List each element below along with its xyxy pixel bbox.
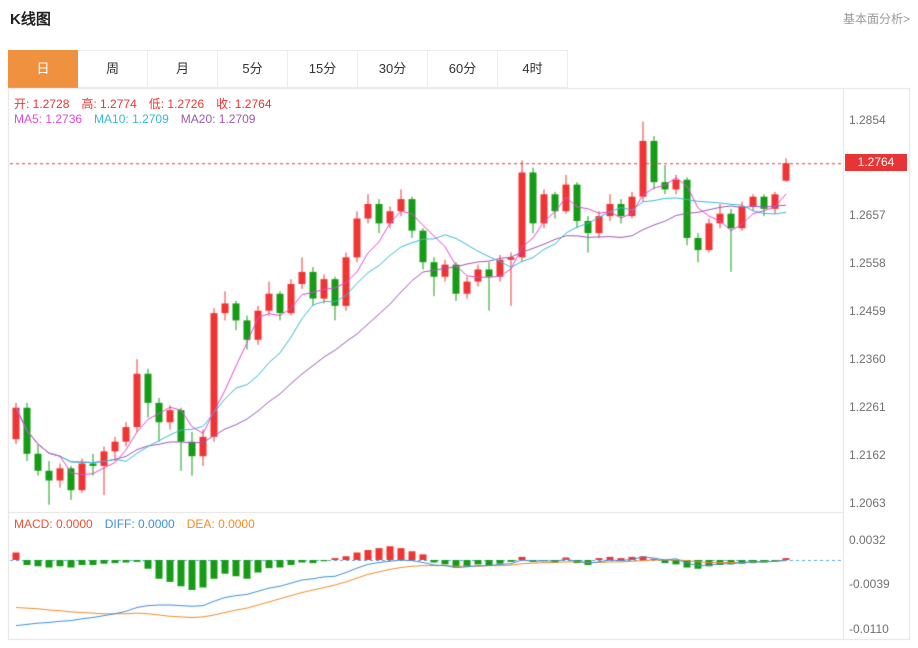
macd-readout: MACD: 0.0000 DIFF: 0.0000 DEA: 0.0000 (14, 517, 255, 531)
macd-axis-label: -0.0039 (849, 577, 890, 592)
dea-value-readout: DEA: 0.0000 (186, 517, 255, 531)
low-readout: 低: 1.2726 (148, 97, 205, 111)
price-axis-label: 1.2261 (849, 400, 886, 415)
ohlc-readout: 开: 1.2728 高: 1.2774 低: 1.2726 收: 1.2764 (14, 95, 272, 112)
price-axis-label: 1.2558 (849, 256, 886, 271)
ma20-readout: MA20: 1.2709 (180, 112, 256, 126)
macd-axis-label: 0.0032 (849, 533, 886, 547)
ma10-readout: MA10: 1.2709 (94, 112, 169, 126)
open-readout: 开: 1.2728 (14, 97, 70, 111)
ma-readout: MA5: 1.2736 MA10: 1.2709 MA20: 1.2709 (14, 112, 255, 126)
macd-axis-label: -0.0110 (849, 621, 889, 636)
diff-value-readout: DIFF: 0.0000 (104, 517, 175, 531)
close-readout: 收: 1.2764 (216, 97, 272, 111)
price-axis-label: 1.2360 (849, 352, 886, 367)
price-axis-label: 1.2657 (849, 208, 886, 223)
price-axis-label: 1.2063 (849, 496, 886, 511)
high-readout: 高: 1.2774 (81, 97, 137, 111)
macd-value-readout: MACD: 0.0000 (14, 517, 93, 531)
current-price-tag: 1.2764 (845, 154, 907, 172)
price-axis-label: 1.2162 (849, 448, 886, 463)
ma5-readout: MA5: 1.2736 (14, 112, 83, 126)
price-axis-label: 1.2854 (849, 112, 886, 127)
price-axis-label: 1.2459 (849, 304, 886, 319)
